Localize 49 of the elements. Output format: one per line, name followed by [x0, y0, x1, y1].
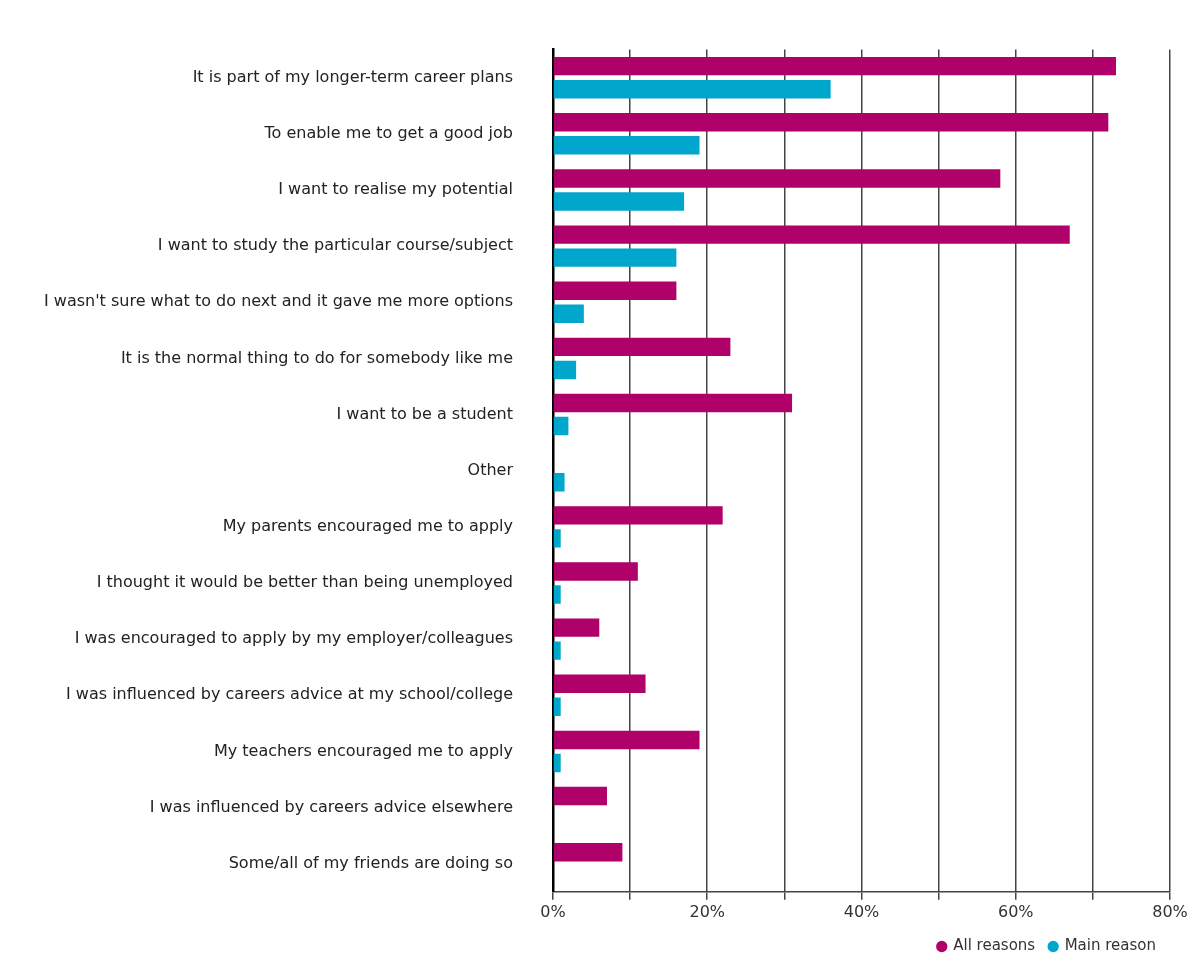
y-tick-label: I want to realise my potential — [278, 179, 513, 199]
x-tick-label: 0% — [540, 901, 566, 921]
bar — [553, 56, 1117, 76]
bar — [553, 562, 638, 581]
bar — [553, 113, 1109, 132]
bar — [553, 473, 565, 492]
bar — [553, 674, 646, 693]
bar — [553, 281, 677, 300]
bar — [553, 225, 1070, 244]
y-tick-label: Other — [467, 459, 514, 479]
bar — [553, 529, 561, 548]
y-tick-label: I was influenced by careers advice elsewhere — [149, 796, 513, 816]
bar — [553, 248, 677, 267]
bar — [553, 697, 561, 717]
bar — [553, 337, 731, 357]
legend-label: Main reason — [1064, 936, 1157, 955]
bar — [553, 416, 569, 436]
y-tick-label: I was influenced by careers advice at my school/college — [66, 684, 513, 704]
bar — [553, 79, 831, 99]
y-tick-label: I want to study the particular course/subject — [157, 235, 513, 255]
bar — [553, 641, 561, 660]
legend-label: All reasons — [953, 936, 1036, 955]
y-tick-label: I was encouraged to apply by my employer/colleagues — [74, 628, 513, 648]
y-tick-label: My parents encouraged me to apply — [222, 516, 513, 535]
y-tick-label: To enable me to get a good job — [263, 122, 513, 142]
bar — [553, 192, 685, 211]
x-tick-label: 40% — [843, 901, 880, 921]
bar — [553, 753, 561, 773]
bar — [553, 843, 623, 862]
x-tick-label: 60% — [997, 901, 1034, 921]
y-tick-label: Some/all of my friends are doing so — [228, 852, 513, 872]
y-tick-label: It is the normal thing to do for somebody like me — [120, 347, 513, 367]
bar — [553, 169, 1001, 188]
bar — [553, 304, 584, 323]
bar — [553, 393, 793, 413]
x-tick-label: 80% — [1152, 901, 1188, 921]
bar — [553, 585, 561, 604]
y-tick-label: My teachers encouraged me to apply — [213, 740, 513, 760]
bar — [553, 618, 600, 637]
y-tick-label: I want to be a student — [336, 403, 513, 423]
bar — [553, 786, 607, 806]
y-tick-label: I thought it would be better than being unemployed — [96, 572, 513, 592]
x-tick-label: 20% — [689, 901, 726, 921]
y-tick-label: I wasn't sure what to do next and it gave me more options — [43, 291, 513, 311]
y-tick-label: It is part of my longer-term career plans — [192, 66, 513, 86]
bar — [553, 136, 700, 155]
bar — [553, 506, 723, 525]
bar — [553, 360, 577, 380]
bar — [553, 730, 700, 750]
